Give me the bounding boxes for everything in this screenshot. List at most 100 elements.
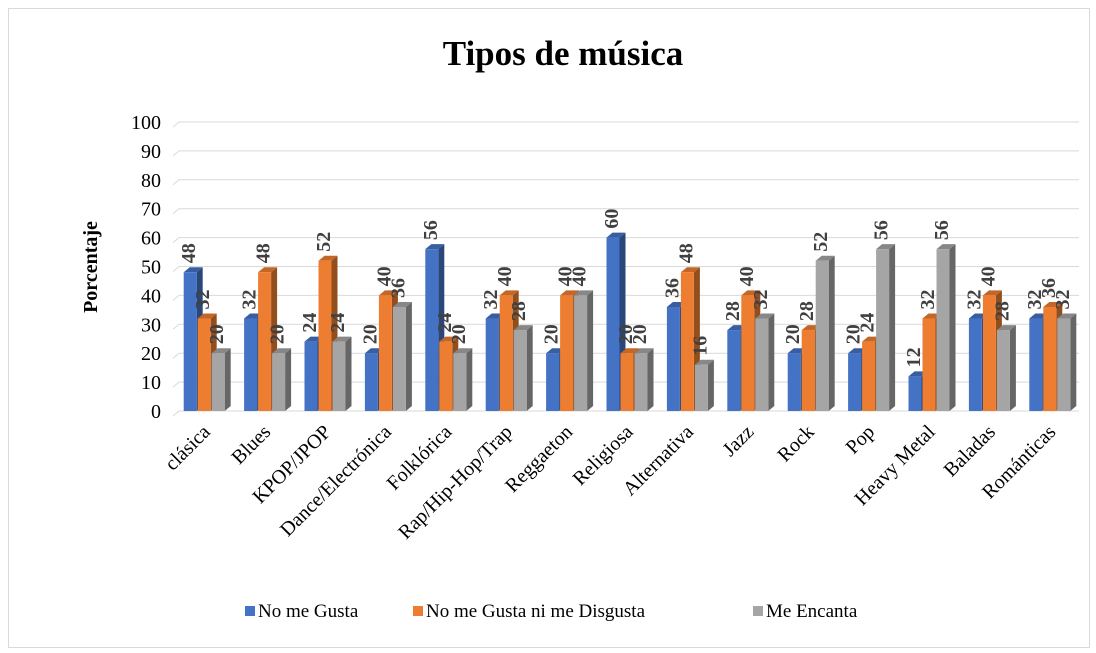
bar — [996, 325, 1016, 411]
data-label: 36 — [661, 278, 683, 298]
bar — [755, 313, 775, 411]
data-label: 48 — [675, 243, 697, 263]
legend-item: Me Encanta — [753, 601, 858, 622]
gridline — [172, 381, 1079, 388]
data-label: 20 — [267, 324, 289, 344]
data-labels: 4832203248202452242040365624203240282040… — [178, 209, 1074, 368]
data-label: 20 — [206, 324, 228, 344]
data-label: 28 — [991, 301, 1013, 321]
bar — [574, 290, 594, 411]
gridline — [172, 323, 1079, 330]
data-label: 32 — [1024, 290, 1046, 310]
bar — [876, 244, 896, 411]
gridline — [172, 266, 1079, 272]
y-tick-label: 10 — [141, 372, 161, 394]
chart-svg: Tipos de música Porcentaje 0 10 20 30 40 50 60… — [80, 34, 1079, 622]
legend-swatch — [413, 606, 423, 616]
data-label: 20 — [629, 324, 651, 344]
bar — [513, 325, 533, 411]
data-label: 12 — [903, 347, 925, 367]
data-label: 16 — [689, 336, 711, 356]
data-label: 56 — [931, 220, 953, 240]
y-tick-labels: 0 10 20 30 40 50 60 70 80 90 100 — [131, 112, 161, 423]
x-tick-label: Jazz — [718, 421, 758, 461]
data-label: 40 — [977, 266, 999, 286]
data-label: 32 — [1052, 290, 1074, 310]
y-axis-label: Porcentaje — [80, 221, 102, 313]
x-tick-label: clásica — [161, 421, 215, 475]
bar — [634, 348, 654, 411]
data-label: 40 — [494, 266, 516, 286]
data-label: 20 — [359, 324, 381, 344]
y-tick-label: 0 — [151, 401, 161, 423]
x-tick-label: Rap/Hip-Hop/Trap — [394, 421, 517, 544]
data-label: 24 — [299, 313, 321, 333]
data-label: 40 — [373, 266, 395, 286]
data-label: 32 — [917, 290, 939, 310]
data-label: 28 — [796, 301, 818, 321]
y-tick-label: 20 — [141, 343, 161, 365]
gridline — [172, 208, 1079, 215]
y-tick-label: 50 — [141, 257, 161, 279]
data-label: 52 — [313, 232, 335, 252]
gridline — [172, 179, 1079, 186]
bar — [936, 244, 956, 411]
data-label: 56 — [871, 220, 893, 240]
legend-label: No me Gusta — [258, 601, 359, 622]
data-label: 24 — [434, 313, 456, 333]
data-label: 40 — [736, 266, 758, 286]
x-tick-label: Blues — [227, 421, 275, 469]
y-tick-label: 80 — [141, 170, 161, 192]
bar — [815, 255, 835, 411]
y-tick-label: 60 — [141, 228, 161, 250]
bar — [272, 348, 292, 411]
data-label: 20 — [541, 324, 563, 344]
gridline — [172, 294, 1079, 301]
y-tick-label: 90 — [141, 141, 161, 163]
bar — [211, 348, 231, 411]
x-tick-label: Rock — [773, 421, 818, 466]
data-label: 36 — [1038, 278, 1060, 298]
chart-frame: Tipos de música Porcentaje 0 10 20 30 40 50 60… — [8, 8, 1090, 648]
data-label: 24 — [327, 313, 349, 333]
data-label: 60 — [601, 209, 623, 229]
legend-label: No me Gusta ni me Disgusta — [426, 601, 646, 622]
data-label: 28 — [722, 301, 744, 321]
bar — [332, 336, 352, 411]
x-tick-labels: clásica BluesKPOP/JPOPDance/ElectrónicaFo… — [161, 421, 1061, 544]
x-tick-label: Pop — [842, 421, 880, 459]
data-label: 36 — [387, 278, 409, 298]
bar — [453, 348, 473, 411]
bar — [1057, 313, 1077, 411]
data-label: 28 — [508, 301, 530, 321]
legend-item: No me Gusta ni me Disgusta — [413, 601, 646, 622]
gridline — [172, 150, 1079, 157]
x-tick-label: Baladas — [940, 421, 1000, 481]
y-tick-label: 40 — [141, 285, 161, 307]
data-label: 48 — [178, 243, 200, 263]
chart-title: Tipos de música — [443, 34, 684, 73]
data-label: 32 — [239, 290, 261, 310]
data-label: 20 — [782, 324, 804, 344]
legend-swatch — [753, 606, 763, 616]
gridline — [172, 237, 1079, 243]
data-label: 24 — [857, 313, 879, 333]
data-label: 20 — [843, 324, 865, 344]
gridline — [172, 121, 1079, 128]
x-tick-label: Dance/Electrónica — [276, 421, 396, 541]
legend-swatch — [245, 606, 255, 616]
data-label: 56 — [420, 220, 442, 240]
bars — [183, 232, 1077, 411]
legend-item: No me Gusta — [245, 601, 359, 622]
grid-lines — [172, 121, 1079, 417]
gridline — [172, 352, 1079, 359]
legend-label: Me Encanta — [766, 601, 858, 622]
data-label: 20 — [615, 324, 637, 344]
data-label: 32 — [192, 290, 214, 310]
data-label: 40 — [555, 266, 577, 286]
data-label: 32 — [963, 290, 985, 310]
data-label: 52 — [810, 232, 832, 252]
gridline — [172, 410, 1079, 417]
legend: No me Gusta No me Gusta ni me Disgusta Me … — [245, 601, 858, 622]
y-tick-label: 30 — [141, 314, 161, 336]
